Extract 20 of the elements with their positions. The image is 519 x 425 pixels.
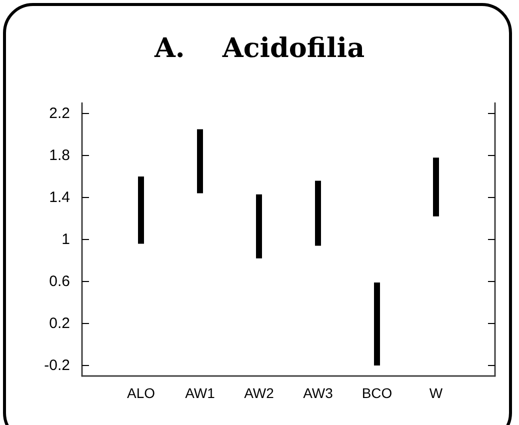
y-tick-label: 1 bbox=[62, 231, 70, 248]
x-tick-label: AW2 bbox=[244, 385, 274, 401]
x-tick-label: AW3 bbox=[303, 385, 334, 401]
y-tick-label: 0.6 bbox=[49, 273, 70, 290]
bar bbox=[197, 129, 203, 194]
y-tick-label: 0.2 bbox=[49, 315, 70, 332]
x-tick-label: ALO bbox=[126, 385, 156, 401]
y-tick-label: 1.8 bbox=[49, 147, 70, 164]
chart-title: A. Acidofilia bbox=[153, 33, 365, 64]
bar bbox=[374, 282, 380, 366]
y-tick-label: -0.2 bbox=[44, 357, 70, 374]
y-tick-label: 2.2 bbox=[49, 105, 70, 122]
x-tick-label: W bbox=[429, 385, 444, 401]
y-tick-label: 1.4 bbox=[49, 189, 70, 206]
bar bbox=[315, 180, 321, 246]
bar bbox=[138, 176, 144, 244]
x-tick-label: BCO bbox=[362, 385, 392, 401]
bar bbox=[433, 158, 439, 216]
bar bbox=[256, 194, 262, 258]
x-tick-label: AW1 bbox=[185, 385, 216, 401]
